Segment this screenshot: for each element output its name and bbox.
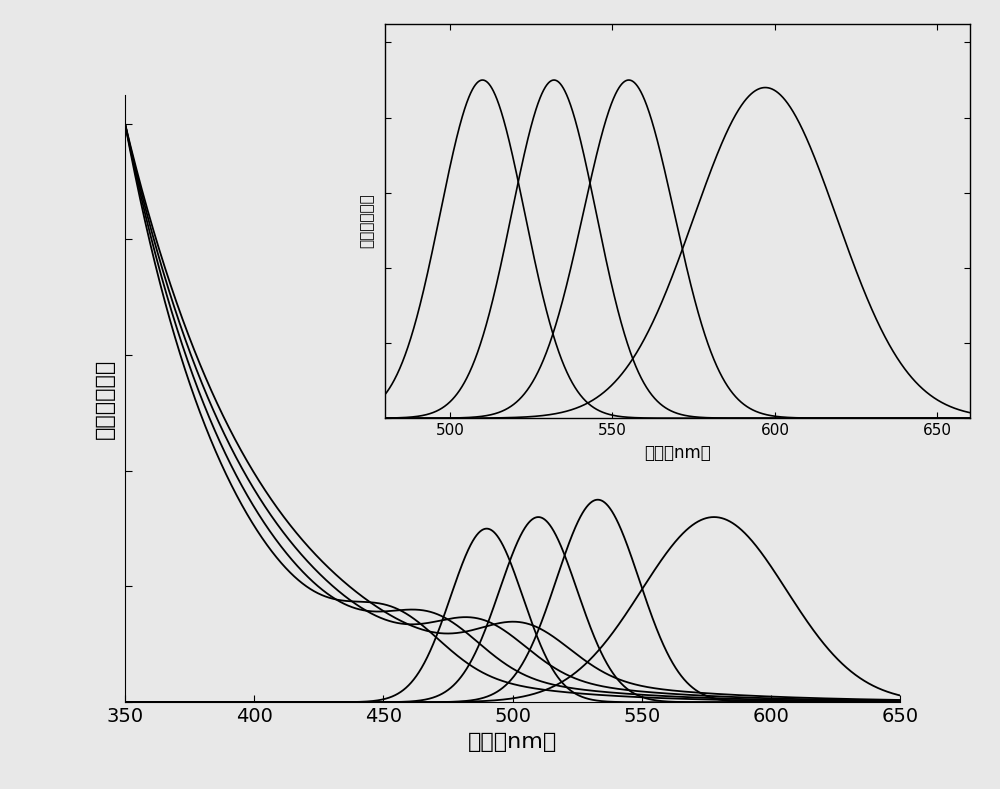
- X-axis label: 波长（nm）: 波长（nm）: [644, 443, 711, 462]
- Y-axis label: 强度（相对）: 强度（相对）: [95, 358, 115, 439]
- X-axis label: 波长（nm）: 波长（nm）: [468, 731, 557, 752]
- Y-axis label: 强度（相对）: 强度（相对）: [360, 193, 375, 249]
